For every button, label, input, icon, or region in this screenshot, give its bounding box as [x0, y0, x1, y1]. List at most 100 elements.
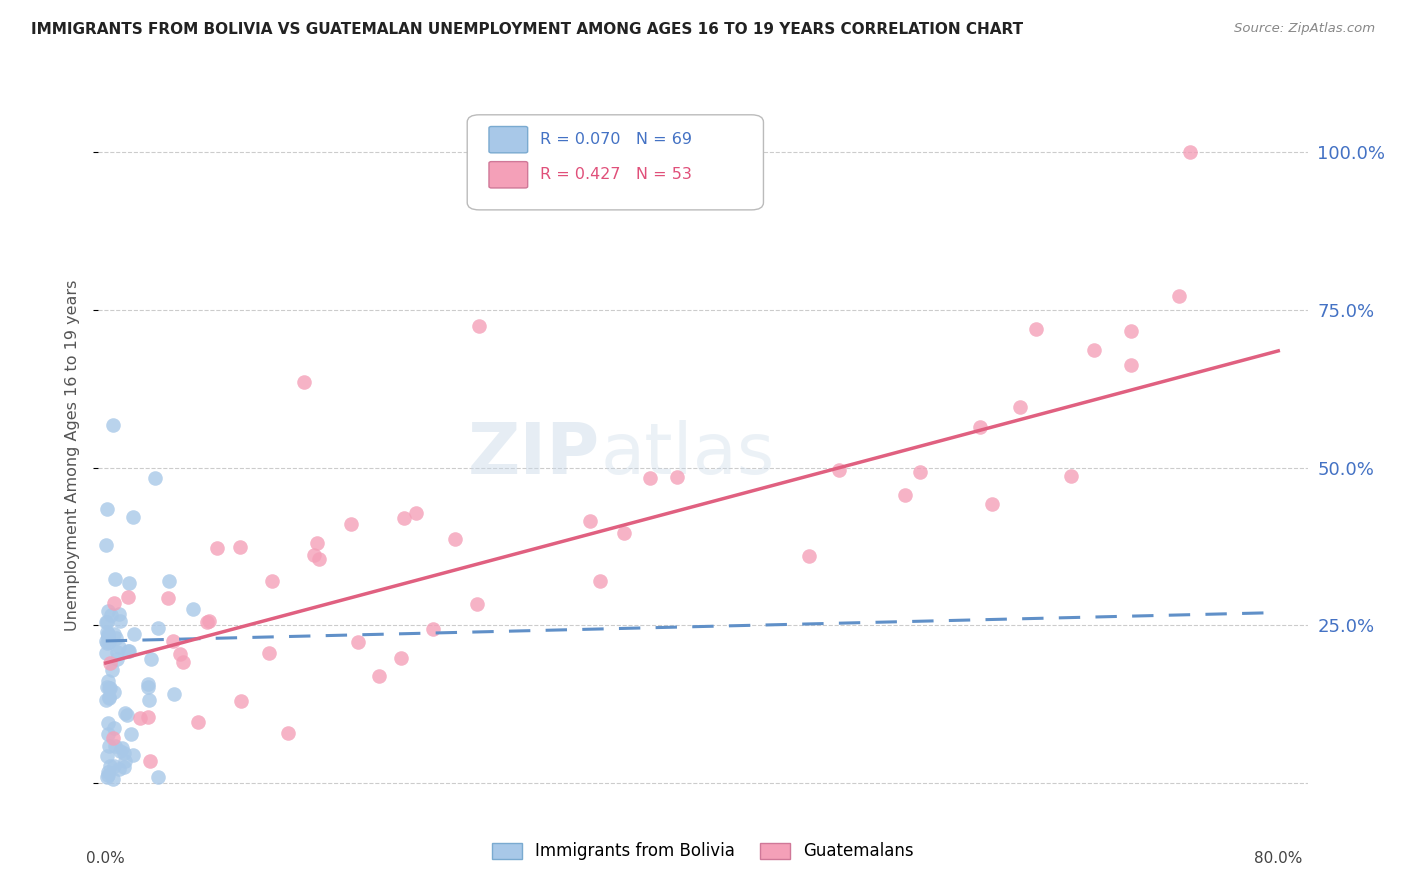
- Point: [94, 633, 117, 648]
- Point: [894, 488, 917, 502]
- Point: [1119, 358, 1142, 372]
- Point: [799, 549, 821, 563]
- Text: atlas: atlas: [600, 420, 775, 490]
- Point: [292, 376, 315, 390]
- Point: [205, 541, 228, 555]
- Point: [129, 711, 152, 725]
- Point: [97, 739, 120, 753]
- Point: [103, 627, 125, 641]
- Point: [94, 538, 117, 552]
- Point: [367, 669, 389, 683]
- FancyBboxPatch shape: [467, 115, 763, 210]
- Point: [1119, 324, 1142, 338]
- Point: [105, 651, 128, 665]
- Point: [98, 681, 121, 696]
- Point: [111, 741, 134, 756]
- Point: [136, 710, 159, 724]
- Point: [96, 615, 118, 630]
- Point: [304, 549, 326, 563]
- Text: ZIP: ZIP: [468, 420, 600, 490]
- Point: [96, 625, 118, 640]
- Point: [260, 574, 283, 588]
- Point: [97, 726, 120, 740]
- Point: [115, 708, 138, 723]
- Point: [422, 622, 444, 636]
- Text: 0.0%: 0.0%: [86, 851, 125, 866]
- Text: IMMIGRANTS FROM BOLIVIA VS GUATEMALAN UNEMPLOYMENT AMONG AGES 16 TO 19 YEARS COR: IMMIGRANTS FROM BOLIVIA VS GUATEMALAN UN…: [31, 22, 1024, 37]
- Point: [157, 574, 180, 589]
- Point: [108, 607, 131, 621]
- Point: [118, 576, 141, 591]
- Point: [640, 471, 662, 485]
- Point: [108, 763, 131, 777]
- FancyBboxPatch shape: [489, 161, 527, 188]
- Point: [97, 764, 120, 779]
- Point: [96, 636, 118, 650]
- Point: [114, 706, 136, 720]
- Point: [181, 602, 204, 616]
- Point: [103, 758, 125, 772]
- Point: [613, 526, 636, 541]
- Point: [969, 420, 991, 434]
- Point: [339, 517, 361, 532]
- Point: [259, 646, 281, 660]
- Point: [1060, 468, 1083, 483]
- Point: [96, 615, 118, 630]
- Point: [347, 635, 370, 649]
- Point: [308, 552, 330, 566]
- Point: [105, 645, 128, 659]
- Point: [108, 615, 131, 629]
- Point: [143, 471, 166, 485]
- Point: [114, 754, 136, 768]
- Point: [97, 604, 120, 618]
- Point: [97, 767, 120, 781]
- Point: [104, 632, 127, 646]
- Point: [103, 596, 125, 610]
- Point: [197, 615, 219, 629]
- Point: [97, 691, 120, 706]
- Point: [97, 690, 120, 704]
- Point: [277, 725, 299, 739]
- Point: [96, 680, 118, 694]
- Point: [101, 731, 124, 745]
- Legend: Immigrants from Bolivia, Guatemalans: Immigrants from Bolivia, Guatemalans: [485, 836, 921, 867]
- Point: [121, 747, 143, 762]
- Point: [98, 634, 121, 648]
- Point: [103, 721, 125, 735]
- Point: [96, 771, 118, 785]
- Point: [195, 615, 218, 629]
- Point: [138, 754, 160, 768]
- Point: [136, 677, 159, 691]
- Point: [1083, 343, 1105, 357]
- Point: [148, 621, 170, 635]
- Point: [97, 627, 120, 641]
- Point: [389, 651, 412, 665]
- Point: [1168, 289, 1191, 303]
- Point: [104, 572, 127, 586]
- Point: [112, 760, 135, 774]
- Text: R = 0.070   N = 69: R = 0.070 N = 69: [540, 132, 692, 147]
- Point: [117, 644, 139, 658]
- Point: [108, 744, 131, 758]
- Point: [138, 693, 160, 707]
- Point: [307, 536, 329, 550]
- Point: [443, 532, 465, 546]
- Point: [97, 681, 120, 695]
- Point: [136, 681, 159, 695]
- Point: [405, 506, 427, 520]
- Point: [228, 540, 250, 554]
- Point: [162, 634, 184, 648]
- Point: [156, 591, 179, 605]
- Point: [1180, 145, 1202, 160]
- Point: [101, 663, 124, 677]
- Point: [117, 591, 139, 605]
- Point: [980, 497, 1002, 511]
- Point: [97, 629, 120, 643]
- Point: [187, 714, 209, 729]
- Point: [465, 597, 488, 611]
- Point: [163, 687, 186, 701]
- Point: [98, 759, 121, 773]
- Point: [97, 673, 120, 688]
- Point: [229, 694, 252, 708]
- Point: [97, 716, 120, 731]
